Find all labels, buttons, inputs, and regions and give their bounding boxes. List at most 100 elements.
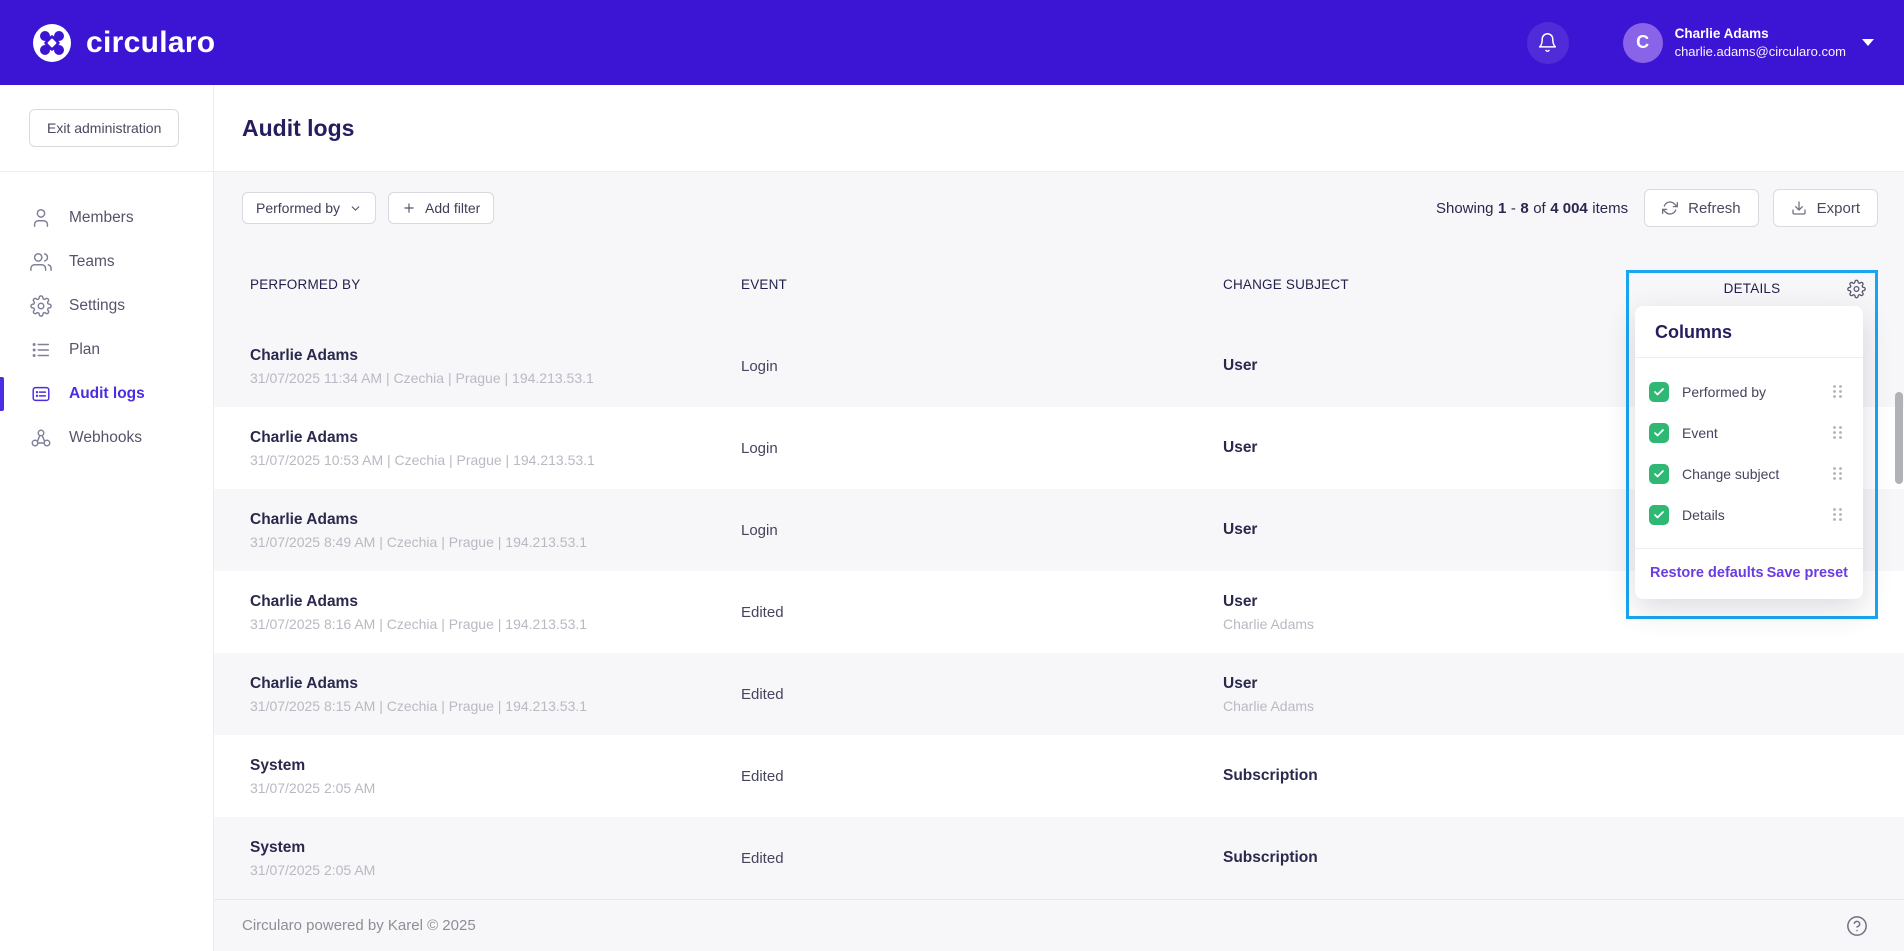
sidebar-item-label: Members bbox=[69, 209, 134, 226]
performer-meta: 31/07/2025 8:15 AM | Czechia | Prague | … bbox=[250, 697, 588, 714]
drag-handle-icon[interactable] bbox=[1832, 466, 1843, 481]
page-footer: Circularo powered by Karel © 2025 bbox=[214, 899, 1904, 951]
sidebar-item-teams[interactable]: Teams bbox=[0, 240, 213, 284]
column-header-event[interactable]: EVENT bbox=[741, 276, 788, 292]
change-subject-value: User bbox=[1223, 439, 1258, 456]
checkbox-checked[interactable] bbox=[1649, 504, 1669, 525]
sidebar-item-members[interactable]: Members bbox=[0, 196, 213, 240]
bell-icon bbox=[1537, 32, 1558, 53]
column-header-change-subject[interactable]: CHANGE SUBJECT bbox=[1223, 276, 1349, 292]
top-bar: circularo C Charlie Adams charlie.adams@… bbox=[0, 0, 1904, 85]
performer-name: Charlie Adams bbox=[250, 674, 358, 692]
chevron-down-icon bbox=[1862, 39, 1874, 46]
drag-handle-icon[interactable] bbox=[1832, 384, 1843, 399]
add-filter-label: Add filter bbox=[425, 200, 481, 216]
column-header-performed-by[interactable]: PERFORMED BY bbox=[250, 276, 361, 292]
main-content: Audit logs Performed by Add filter Showi… bbox=[214, 85, 1904, 951]
table-row[interactable]: System 31/07/2025 2:05 AM Edited Subscrip… bbox=[214, 735, 1904, 817]
performer-name: System bbox=[250, 756, 306, 774]
sidebar-item-plan[interactable]: Plan bbox=[0, 328, 213, 372]
table-row[interactable]: Charlie Adams 31/07/2025 11:34 AM | Czech… bbox=[214, 325, 1904, 407]
person-icon bbox=[30, 207, 52, 229]
column-settings-gear-icon[interactable] bbox=[1847, 279, 1866, 298]
download-icon bbox=[1791, 200, 1807, 216]
restore-defaults-link[interactable]: Restore defaults bbox=[1650, 565, 1764, 581]
user-email: charlie.adams@circularo.com bbox=[1674, 43, 1846, 59]
drag-handle-icon[interactable] bbox=[1832, 507, 1843, 522]
column-option-performed-by: Performed by bbox=[1649, 371, 1853, 412]
gear-icon bbox=[30, 295, 52, 317]
drag-handle-icon[interactable] bbox=[1832, 425, 1843, 440]
table-row[interactable]: Charlie Adams 31/07/2025 8:49 AM | Czechi… bbox=[214, 489, 1904, 571]
event-value: Edited bbox=[741, 849, 784, 867]
sidebar-item-settings[interactable]: Settings bbox=[0, 284, 213, 328]
event-value: Edited bbox=[741, 685, 784, 703]
chevron-down-icon bbox=[349, 202, 362, 215]
user-name: Charlie Adams bbox=[1674, 25, 1769, 41]
event-value: Edited bbox=[741, 767, 784, 785]
active-indicator bbox=[0, 377, 4, 411]
performer-name: Charlie Adams bbox=[250, 592, 358, 610]
sidebar-item-audit-logs[interactable]: Audit logs bbox=[0, 372, 213, 416]
column-option-event: Event bbox=[1649, 412, 1853, 453]
performer-name: System bbox=[250, 838, 306, 856]
sidebar-item-label: Webhooks bbox=[69, 429, 142, 446]
sidebar-nav: Members Teams Settings bbox=[0, 172, 213, 460]
toolbar: Performed by Add filter Showing 1 - 8 of bbox=[242, 189, 1878, 227]
column-option-details: Details bbox=[1649, 494, 1853, 535]
event-value: Login bbox=[741, 439, 778, 457]
help-button[interactable] bbox=[1846, 915, 1868, 937]
checkbox-checked[interactable] bbox=[1649, 381, 1669, 402]
table-row[interactable]: Charlie Adams 31/07/2025 8:16 AM | Czechi… bbox=[214, 571, 1904, 653]
sidebar-item-label: Settings bbox=[69, 297, 126, 314]
sidebar-item-label: Audit logs bbox=[69, 385, 145, 402]
exit-administration-button[interactable]: Exit administration bbox=[29, 109, 180, 147]
columns-popup-title: Columns bbox=[1635, 306, 1863, 358]
change-subject-value: Subscription bbox=[1223, 767, 1318, 784]
add-filter-button[interactable]: Add filter bbox=[388, 192, 495, 224]
checkbox-checked[interactable] bbox=[1649, 422, 1669, 443]
performer-name: Charlie Adams bbox=[250, 346, 358, 364]
performer-meta: 31/07/2025 8:49 AM | Czechia | Prague | … bbox=[250, 533, 588, 550]
event-value: Login bbox=[741, 521, 778, 539]
column-option-label: Details bbox=[1682, 506, 1725, 523]
performer-meta: 31/07/2025 8:16 AM | Czechia | Prague | … bbox=[250, 615, 588, 632]
circularo-logo-icon bbox=[32, 23, 72, 63]
sidebar: Exit administration Members Team bbox=[0, 85, 214, 951]
footer-text: Circularo powered by Karel © 2025 bbox=[242, 917, 476, 934]
column-header-details[interactable]: DETAILS bbox=[1723, 281, 1781, 296]
change-subject-value: User bbox=[1223, 521, 1258, 538]
user-menu[interactable]: C Charlie Adams charlie.adams@circularo.… bbox=[1622, 22, 1874, 63]
column-option-label: Performed by bbox=[1682, 383, 1767, 400]
sidebar-item-label: Teams bbox=[69, 253, 115, 270]
column-option-change-subject: Change subject bbox=[1649, 453, 1853, 494]
columns-popup: Columns Performed by Event bbox=[1635, 306, 1863, 599]
column-option-label: Event bbox=[1682, 424, 1718, 441]
details-column-highlight: DETAILS Columns Performed by bbox=[1626, 270, 1878, 619]
performed-by-filter-dropdown[interactable]: Performed by bbox=[242, 192, 377, 224]
change-subject-value: User bbox=[1223, 592, 1258, 610]
export-button[interactable]: Export bbox=[1772, 189, 1878, 227]
save-preset-link[interactable]: Save preset bbox=[1766, 565, 1848, 581]
filter-dropdown-label: Performed by bbox=[256, 200, 341, 216]
table-body: Charlie Adams 31/07/2025 11:34 AM | Czech… bbox=[214, 325, 1904, 899]
brand-logo[interactable]: circularo bbox=[32, 23, 215, 63]
change-subject-value: User bbox=[1223, 674, 1258, 692]
vertical-scrollbar-thumb[interactable] bbox=[1895, 392, 1903, 484]
change-subject-value: User bbox=[1223, 357, 1258, 374]
performer-name: Charlie Adams bbox=[250, 510, 358, 528]
table-row[interactable]: Charlie Adams 31/07/2025 8:15 AM | Czechi… bbox=[214, 653, 1904, 735]
audit-log-icon bbox=[30, 383, 52, 405]
refresh-button[interactable]: Refresh bbox=[1644, 189, 1759, 227]
table-header: PERFORMED BY EVENT CHANGE SUBJECT bbox=[214, 227, 1904, 325]
notifications-button[interactable] bbox=[1526, 21, 1569, 64]
checkbox-checked[interactable] bbox=[1649, 463, 1669, 484]
table-row[interactable]: System 31/07/2025 2:05 AM Edited Subscrip… bbox=[214, 817, 1904, 899]
export-label: Export bbox=[1816, 199, 1860, 217]
sidebar-item-webhooks[interactable]: Webhooks bbox=[0, 416, 213, 460]
event-value: Login bbox=[741, 357, 778, 375]
event-value: Edited bbox=[741, 603, 784, 621]
table-row[interactable]: Charlie Adams 31/07/2025 10:53 AM | Czech… bbox=[214, 407, 1904, 489]
refresh-label: Refresh bbox=[1688, 199, 1741, 217]
performer-meta: 31/07/2025 11:34 AM | Czechia | Prague |… bbox=[250, 369, 594, 386]
